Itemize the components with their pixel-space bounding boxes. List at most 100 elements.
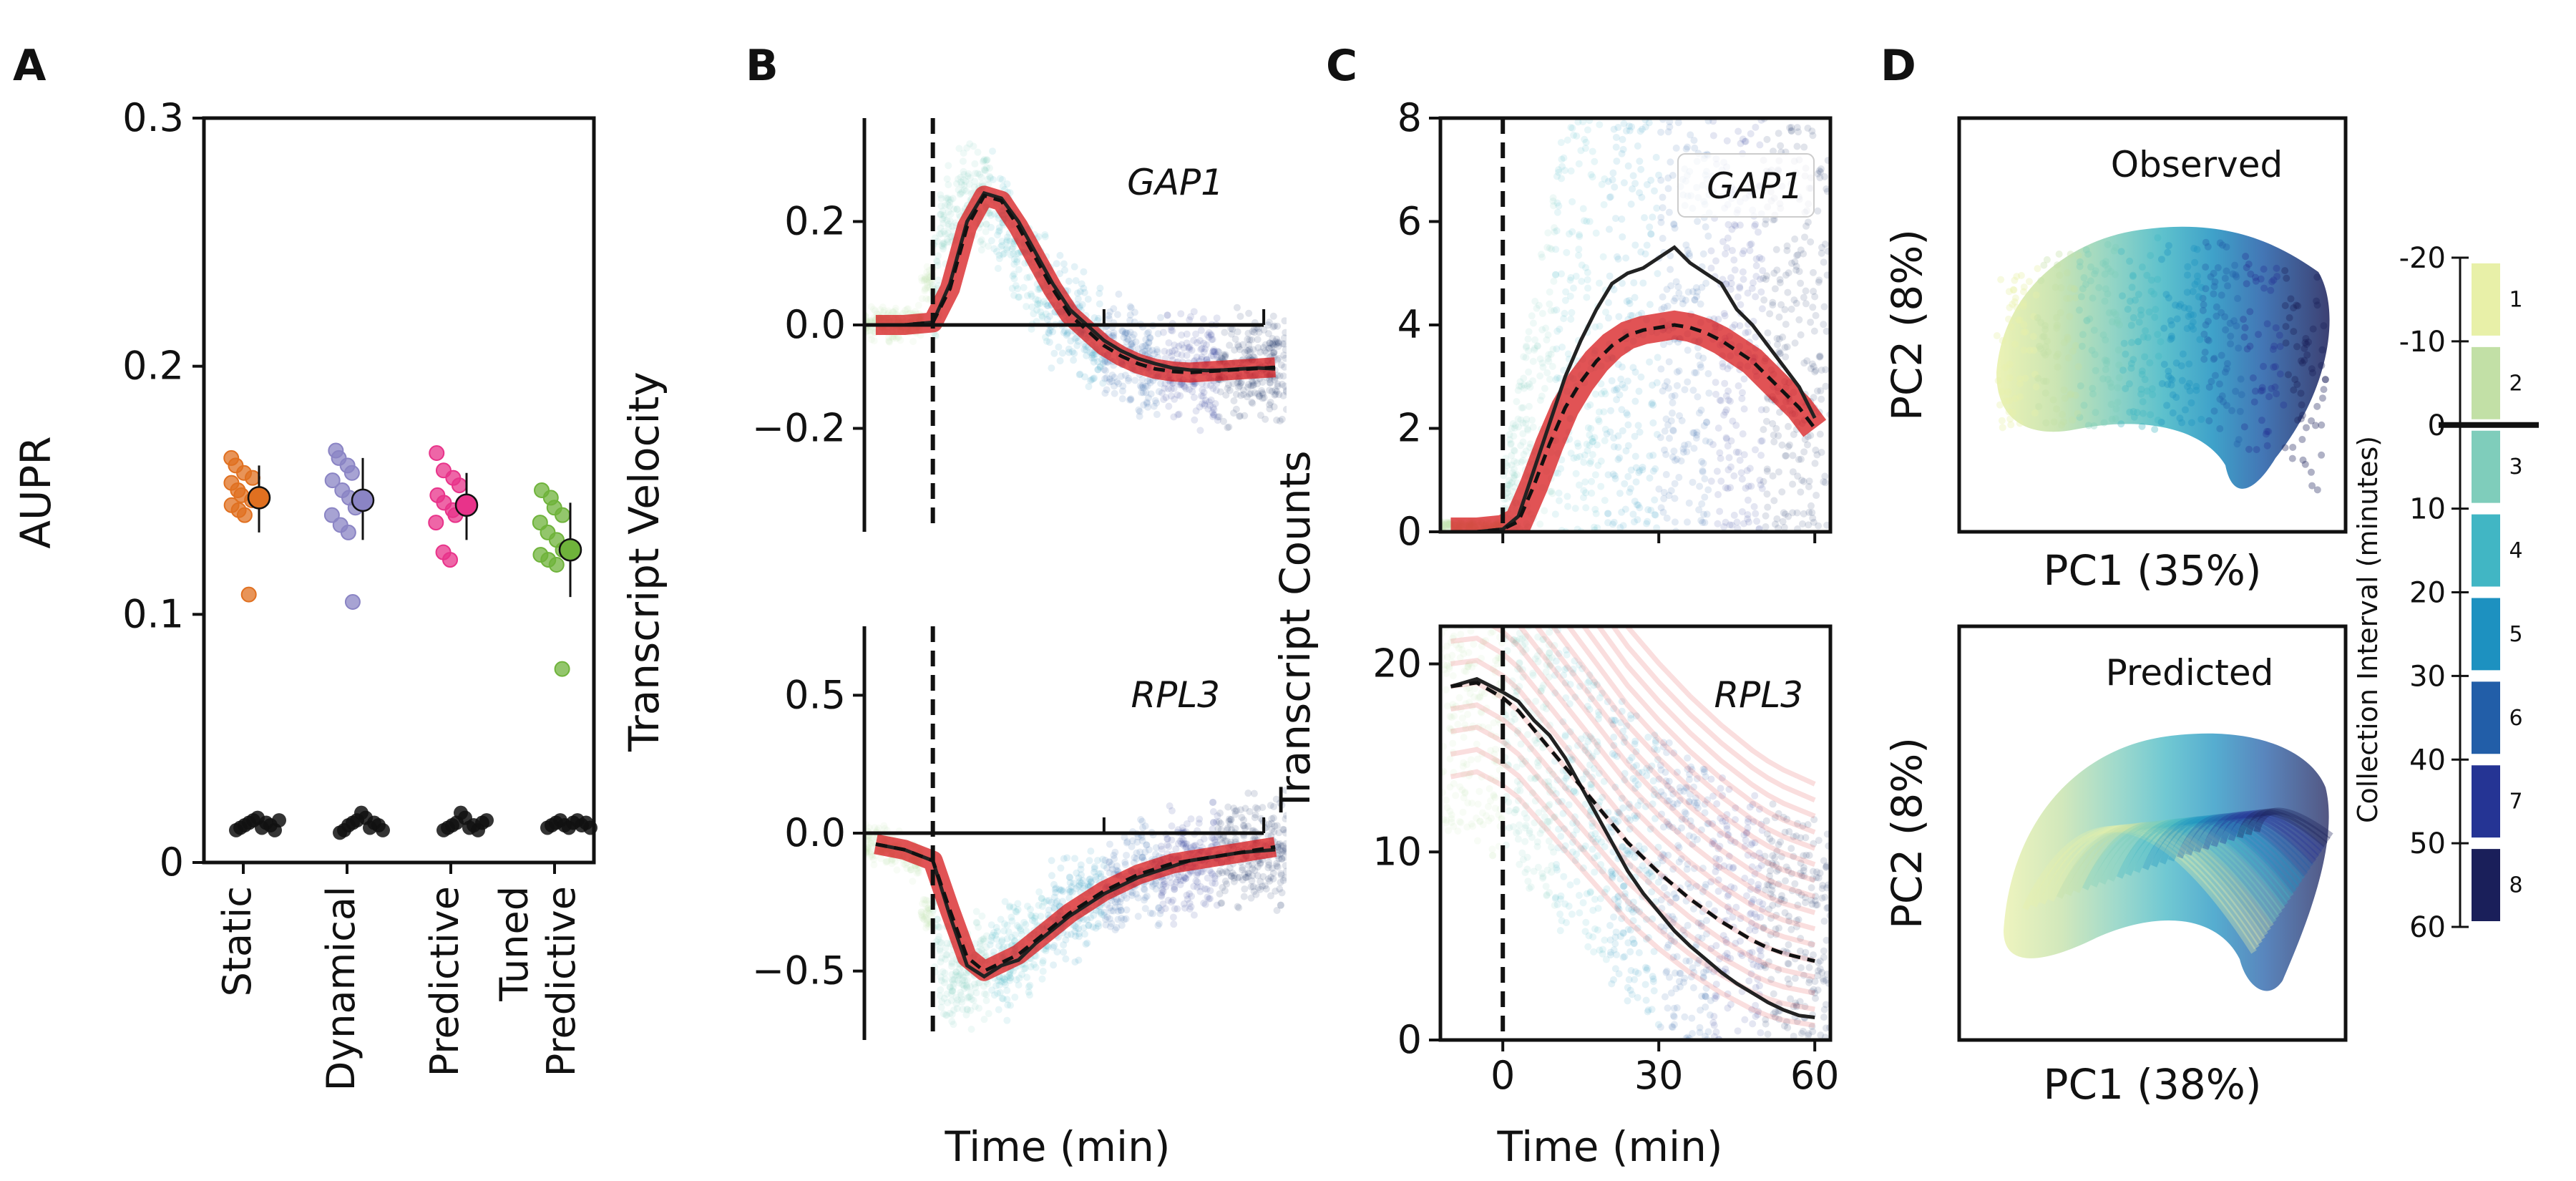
b-cell-point [1245,341,1253,349]
b-cell-point [1209,798,1217,806]
c-cell-point [1816,174,1824,182]
b-cell-point [1092,873,1100,880]
c-cell-point [1636,189,1644,197]
c-cell-point [1536,355,1544,363]
b-cell-point [1229,379,1237,387]
c-cell-point [1781,828,1789,836]
c-cell-point [1610,286,1618,293]
c-cell-point [1456,654,1464,662]
b-cell-point [957,173,965,181]
c-cell-point [1652,153,1660,161]
c-cell-point [1611,472,1619,480]
c-cell-point [1820,321,1828,329]
c-cell-point [1807,238,1815,246]
c-cell-point [1495,842,1503,850]
b-cell-point [1271,391,1279,399]
b-cell-point [1091,868,1098,876]
c-cell-point [1619,804,1627,812]
b-predicted-line [875,193,1276,375]
b-cell-point [1000,927,1008,935]
b-cell-point [1168,836,1176,844]
c-ytick-label: 4 [1397,302,1422,347]
b-cell-point [1085,922,1093,930]
b-cell-point [922,905,930,913]
c-cell-point [1767,976,1775,983]
c-cell-point [1560,846,1568,854]
b-cell-point [1115,290,1123,298]
c-cell-point [1679,300,1687,308]
c-cell-point [1616,490,1624,497]
c-cell-point [1650,987,1658,995]
b-cell-point [1075,883,1083,890]
b-cell-point [1189,388,1196,396]
b-cell-point [941,230,949,238]
b-cell-point [1086,349,1094,356]
b-cell-point [1070,263,1078,271]
b-cell-point [1252,376,1260,384]
b-cell-point [988,986,996,994]
c-cell-point [1649,978,1657,986]
c-cell-point [1508,677,1516,685]
b-cell-point [1197,346,1205,354]
b-cell-point [1169,913,1177,921]
c-cell-point [1699,467,1707,475]
c-cell-point [1772,424,1780,432]
c-cell-point [1606,951,1614,959]
b-cell-point [982,164,990,172]
c-cell-point [1810,288,1818,296]
c-cell-point [1797,488,1805,496]
c-cell-point [1690,799,1698,807]
b-cell-point [986,172,994,180]
b-cell-point [1158,845,1166,853]
c-cell-point [1574,439,1581,447]
b-cell-point [1041,233,1049,240]
b-cell-point [941,969,949,977]
c-cell-point [1809,303,1817,311]
b-cell-point [1267,802,1274,810]
panel-letter-b: B [746,41,779,91]
c-cell-point [1619,929,1627,937]
b-cell-point [1165,339,1173,346]
b-cell-point [982,996,990,1004]
b-cell-point [1221,352,1229,360]
b-cell-point [1050,349,1058,357]
b-cell-point [1282,388,1287,396]
c-cell-point [1624,421,1632,429]
b-cell-point [1013,908,1020,916]
b-cell-point [939,208,947,215]
b-cell-point [1153,348,1161,356]
c-cell-point [1692,941,1700,948]
c-cell-point [1516,378,1524,386]
b-cell-point [1138,817,1146,825]
c-cell-point [1553,374,1561,381]
b-cell-point [1271,822,1279,830]
c-cell-point [1739,250,1747,258]
b-cell-point [1270,403,1278,411]
c-cell-point [1727,883,1735,890]
c-cell-point [1817,165,1825,173]
c-cell-point [1709,132,1717,140]
b-cell-point [1271,322,1279,330]
b-cell-point [1209,870,1216,878]
b-cell-point [1027,911,1035,919]
b-cell-point [959,971,967,979]
b-cell-point [1151,397,1159,404]
c-cell-point [1716,397,1724,404]
b-cell-point [1236,412,1244,420]
c-cell-point [1700,768,1708,776]
c-cell-point [1442,796,1450,804]
b-cell-point [975,1004,983,1012]
c-cell-point [1675,473,1683,481]
b-cell-point [1158,891,1166,899]
c-cell-point [1611,215,1619,223]
b-cell-point [1161,880,1169,888]
b-cell-point [1145,339,1153,346]
b-cell-point [990,245,998,253]
b-cell-point [893,866,901,874]
b-cell-point [1118,921,1126,929]
b-cell-point [950,1006,958,1014]
b-cell-point [1118,327,1126,335]
b-cell-point [1248,877,1256,885]
b-cell-point [1254,390,1262,398]
c-cell-point [1549,848,1557,856]
